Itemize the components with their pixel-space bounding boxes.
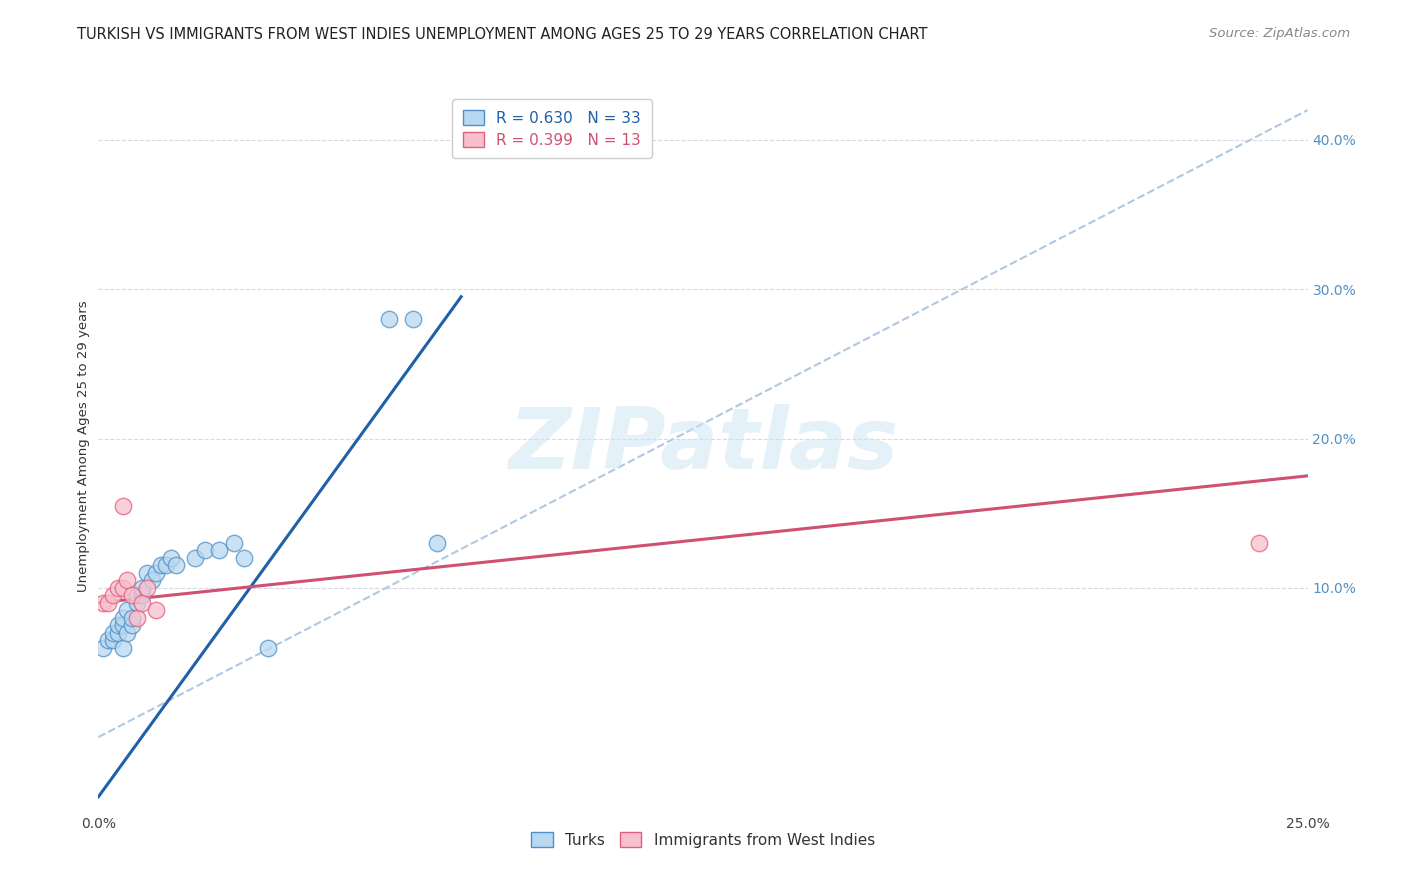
Point [117, 574, 139, 588]
Point [145, 603, 167, 617]
Text: ZIPatlas: ZIPatlas [508, 404, 898, 488]
Y-axis label: Unemployment Among Ages 25 to 29 years: Unemployment Among Ages 25 to 29 years [77, 301, 90, 591]
Point [107, 618, 129, 632]
Point [160, 551, 183, 566]
Point [111, 640, 134, 655]
Point [111, 581, 134, 595]
Point [101, 588, 124, 602]
Point [131, 588, 153, 602]
Point [131, 581, 153, 595]
Point [101, 625, 124, 640]
Point [377, 312, 399, 326]
Point [402, 312, 425, 326]
Point [208, 543, 231, 558]
Point [121, 618, 143, 632]
Point [117, 625, 139, 640]
Point [184, 551, 207, 566]
Point [127, 588, 149, 602]
Point [107, 581, 129, 595]
Point [97, 596, 120, 610]
Point [1249, 536, 1271, 550]
Point [97, 633, 120, 648]
Point [135, 566, 157, 580]
Point [91, 596, 114, 610]
Point [111, 618, 134, 632]
Point [155, 558, 177, 573]
Point [165, 558, 187, 573]
Point [141, 574, 163, 588]
Legend: Turks, Immigrants from West Indies: Turks, Immigrants from West Indies [523, 824, 883, 855]
Point [131, 596, 153, 610]
Point [222, 536, 245, 550]
Point [111, 499, 134, 513]
Point [426, 536, 449, 550]
Point [135, 581, 157, 595]
Point [121, 610, 143, 624]
Text: Source: ZipAtlas.com: Source: ZipAtlas.com [1209, 27, 1350, 40]
Point [145, 566, 167, 580]
Point [91, 640, 114, 655]
Point [256, 640, 278, 655]
Point [127, 610, 149, 624]
Point [101, 633, 124, 648]
Point [107, 625, 129, 640]
Point [111, 610, 134, 624]
Point [121, 588, 143, 602]
Point [150, 558, 173, 573]
Point [232, 551, 254, 566]
Point [117, 603, 139, 617]
Point [127, 596, 149, 610]
Text: TURKISH VS IMMIGRANTS FROM WEST INDIES UNEMPLOYMENT AMONG AGES 25 TO 29 YEARS CO: TURKISH VS IMMIGRANTS FROM WEST INDIES U… [77, 27, 928, 42]
Point [194, 543, 217, 558]
